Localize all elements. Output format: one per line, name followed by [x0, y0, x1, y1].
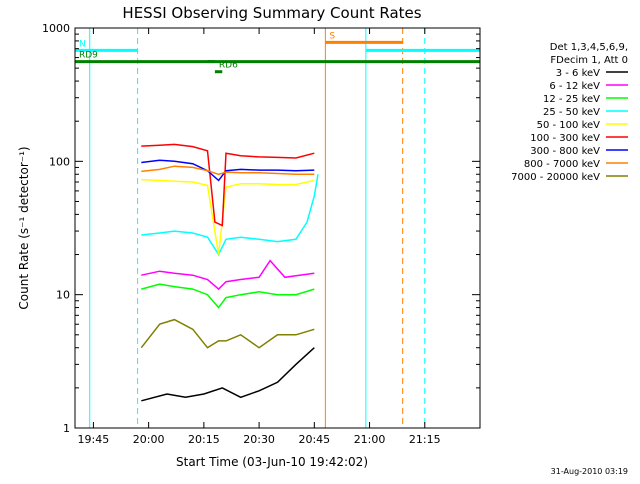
series-line-2	[141, 283, 315, 309]
legend-label-5: 100 - 300 keV	[530, 133, 600, 144]
x-axis-label: Start Time (03-Jun-10 19:42:02)	[176, 455, 368, 469]
x-tick-label-6: 21:15	[409, 433, 441, 446]
plot-area: N S RD9 RD6	[75, 28, 480, 428]
legend-label-7: 800 - 7000 keV	[524, 159, 600, 170]
series-line-5	[141, 143, 315, 227]
y-axis: 1 10 100 1000	[42, 22, 480, 435]
series-line-8	[140, 318, 315, 349]
series-line-7	[141, 165, 315, 176]
y-axis-label: Count Rate (s⁻¹ detector⁻¹)	[17, 146, 31, 309]
x-tick-label-1: 20:00	[133, 433, 165, 446]
legend-header-0: Det 1,3,4,5,6,9,	[550, 42, 628, 53]
y-tick-label-1: 10	[56, 289, 70, 302]
series-line-3	[141, 174, 319, 257]
x-tick-label-2: 20:15	[188, 433, 220, 446]
legend-label-8: 7000 - 20000 keV	[511, 172, 600, 183]
y-tick-label-0: 1	[63, 422, 70, 435]
x-tick-label-5: 21:00	[354, 433, 386, 446]
legend-label-4: 50 - 100 keV	[537, 120, 601, 131]
legend: Det 1,3,4,5,6,9, FDecim 1, Att 0 3 - 6 keV…	[511, 42, 628, 183]
x-tick-label-0: 19:45	[78, 433, 110, 446]
x-axis: 19:45 20:00 20:15 20:30 20:45 21:00 21:15	[78, 28, 441, 446]
legend-label-3: 25 - 50 keV	[543, 107, 600, 118]
legend-label-2: 12 - 25 keV	[543, 94, 600, 105]
chart-title: HESSI Observing Summary Count Rates	[122, 4, 421, 22]
y-tick-label-3: 1000	[42, 22, 70, 35]
legend-label-6: 300 - 800 keV	[530, 146, 600, 157]
series-line-0	[141, 347, 315, 402]
flag-label-2: RD9	[79, 51, 98, 61]
flag-label-0: N	[79, 39, 86, 49]
flag-label-1: S	[329, 31, 335, 41]
flag-label-3: RD6	[219, 61, 238, 71]
series-line-6	[141, 159, 315, 182]
legend-header-1: FDecim 1, Att 0	[550, 55, 628, 66]
plot-frame	[74, 27, 481, 429]
y-tick-label-2: 100	[49, 155, 70, 168]
x-tick-label-3: 20:30	[243, 433, 275, 446]
legend-label-0: 3 - 6 keV	[556, 68, 600, 79]
legend-label-1: 6 - 12 keV	[549, 81, 600, 92]
series-line-1	[141, 259, 315, 291]
timestamp-text: 31-Aug-2010 03:19	[551, 467, 628, 476]
x-tick-label-4: 20:45	[298, 433, 330, 446]
